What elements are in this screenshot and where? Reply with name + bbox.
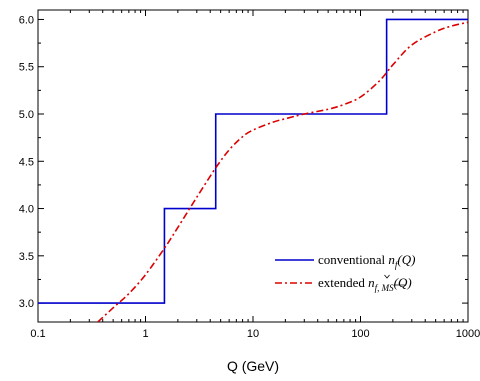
x-tick-label: 1000 <box>456 328 480 340</box>
legend-entry-conventional: conventional nf(Q) <box>318 252 415 270</box>
x-axis-label: Q (GeV) <box>227 358 279 374</box>
x-tick-label: 10 <box>247 328 259 340</box>
x-tick-label: 1 <box>142 328 148 340</box>
x-tick-label: 100 <box>351 328 369 340</box>
series-group <box>38 18 468 322</box>
y-tick-label: 6.0 <box>19 14 34 26</box>
legend-entry-extended: extended nf, MS(Q) <box>318 275 412 293</box>
y-tick-label: 4.0 <box>19 204 34 216</box>
y-tick-label: 4.5 <box>19 156 34 168</box>
y-tick-label: 5.0 <box>19 109 34 121</box>
series-line-conventional <box>38 18 468 304</box>
tick-labels: 0.1 1 10 100 1000 3.0 3.5 4.0 4.5 5.0 5.5 6.0 <box>19 14 480 340</box>
series-line-extended <box>97 21 468 322</box>
y-tick-label: 3.0 <box>19 298 34 310</box>
axis-ticks <box>37 10 469 322</box>
y-tick-label: 3.5 <box>19 251 34 263</box>
y-tick-label: 5.5 <box>19 62 34 74</box>
legend-hat-mark <box>384 274 390 279</box>
x-tick-label: 0.1 <box>30 328 45 340</box>
legend: conventional nf(Q) extended nf, MS(Q) <box>275 252 415 293</box>
